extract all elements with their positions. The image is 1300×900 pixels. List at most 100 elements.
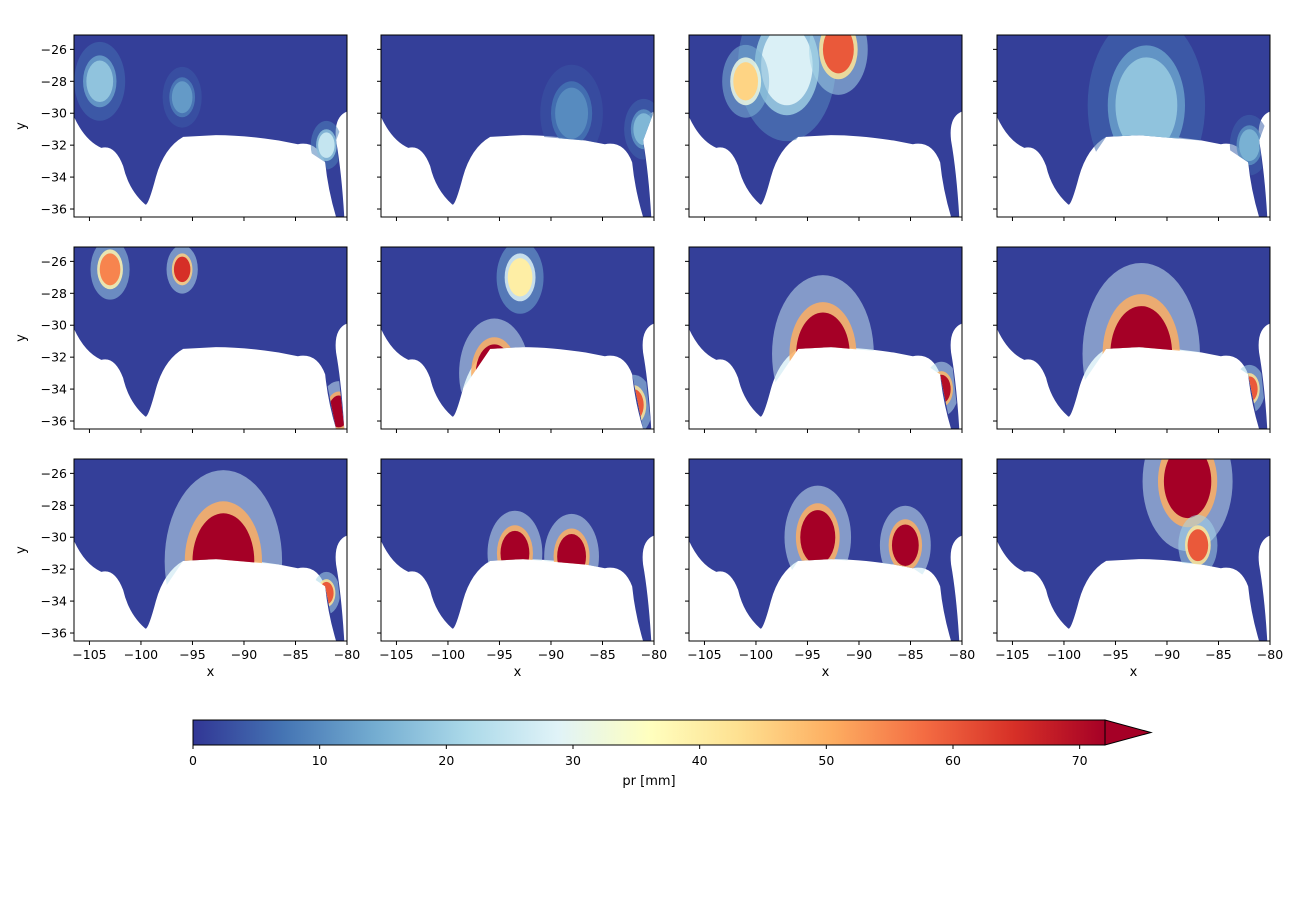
colorbar-tick-label: 30 xyxy=(565,753,581,768)
colorbar-extend-arrow xyxy=(1104,719,1153,746)
y-tick-label: −34 xyxy=(41,382,67,397)
panel-2 xyxy=(377,34,655,221)
colorbar-label: pr [mm] xyxy=(622,774,675,789)
precip-field xyxy=(74,35,347,217)
y-tick-label: −30 xyxy=(41,318,67,333)
x-tick-label: −105 xyxy=(72,647,106,662)
x-tick-label: −105 xyxy=(687,647,721,662)
y-tick-label: −28 xyxy=(41,74,67,89)
panel-frame xyxy=(73,458,348,642)
x-tick-label: −80 xyxy=(641,647,667,662)
y-tick-label: −36 xyxy=(41,626,67,641)
y-tick-label: −26 xyxy=(41,42,67,57)
precip-cell xyxy=(99,253,121,286)
y-tick-label: −34 xyxy=(41,170,67,185)
x-tick-label: −80 xyxy=(334,647,360,662)
colorbar-tick-label: 40 xyxy=(692,753,708,768)
x-tick-label: −90 xyxy=(538,647,564,662)
colorbar-tick-label: 60 xyxy=(945,753,961,768)
precip-cell xyxy=(761,35,813,106)
precip-field xyxy=(689,35,962,217)
precip-field xyxy=(381,35,654,217)
x-tick-label: −85 xyxy=(589,647,615,662)
y-tick-label: −36 xyxy=(41,202,67,217)
precip-field xyxy=(74,247,347,429)
y-axis-label: y xyxy=(14,546,29,554)
precip-cell xyxy=(1187,529,1209,562)
x-tick-label: −105 xyxy=(379,647,413,662)
x-axis-label: x xyxy=(822,665,830,680)
precip-features xyxy=(90,247,347,429)
colorbar-frame xyxy=(192,719,1106,746)
precip-field xyxy=(689,459,962,641)
precip-cell xyxy=(891,524,919,566)
y-tick-label: −28 xyxy=(41,498,67,513)
precip-cell xyxy=(822,35,854,74)
y-tick-label: −32 xyxy=(41,562,67,577)
x-tick-label: −100 xyxy=(431,647,465,662)
panel-12: −105 −100 −95 −90 −85 −80 x xyxy=(993,458,1283,680)
panel-frame xyxy=(73,34,348,218)
panel-frame xyxy=(688,34,963,218)
panel-9: −26 −28 −30 −32 −34 −36 −105 −100 −95 −90 −85 −80 x y xyxy=(14,458,360,680)
panels-grid: −26 −28 −30 −32 −34 −36 y −26 −28 −30 −32 −34 −36 y −2… xyxy=(14,34,1283,680)
precip-field xyxy=(997,459,1270,641)
panel-frame xyxy=(996,246,1271,430)
panel-frame xyxy=(996,34,1271,218)
precip-features xyxy=(1142,459,1233,576)
precip-cell xyxy=(1241,376,1258,402)
y-axis-label: y xyxy=(14,122,29,130)
panel-10: −105 −100 −95 −90 −85 −80 x xyxy=(377,458,667,680)
panel-7 xyxy=(685,246,963,433)
precip-field xyxy=(74,459,347,641)
precip-cell xyxy=(1115,57,1178,154)
panel-4 xyxy=(993,34,1271,221)
panel-frame xyxy=(380,458,655,642)
precip-cell xyxy=(1163,459,1212,519)
x-tick-label: −100 xyxy=(124,647,158,662)
panel-6 xyxy=(377,246,655,433)
y-tick-label: −26 xyxy=(41,466,67,481)
precip-cell xyxy=(500,530,530,576)
colorbar-tick-label: 70 xyxy=(1072,753,1088,768)
x-tick-label: −90 xyxy=(231,647,257,662)
panel-frame xyxy=(380,34,655,218)
precip-cell xyxy=(507,258,533,297)
y-tick-label: −34 xyxy=(41,594,67,609)
y-axis-label: y xyxy=(14,334,29,342)
precip-cell xyxy=(796,312,850,396)
x-tick-label: −90 xyxy=(846,647,872,662)
x-tick-label: −80 xyxy=(1257,647,1283,662)
panel-frame xyxy=(688,458,963,642)
x-tick-label: −95 xyxy=(486,647,512,662)
y-tick-label: −28 xyxy=(41,286,67,301)
precip-field xyxy=(997,35,1270,217)
panel-11: −105 −100 −95 −90 −85 −80 x xyxy=(685,458,975,680)
precip-field xyxy=(689,247,962,429)
colorbar-tick-label: 20 xyxy=(438,753,454,768)
precip-cell xyxy=(192,513,255,610)
x-tick-label: −100 xyxy=(739,647,773,662)
y-tick-label: −32 xyxy=(41,138,67,153)
precip-cell xyxy=(1110,306,1173,402)
colorbar: 0 10 20 30 40 50 60 70 pr [mm] xyxy=(189,719,1153,789)
panel-3 xyxy=(685,34,963,221)
panel-8 xyxy=(993,246,1271,433)
x-tick-label: −85 xyxy=(282,647,308,662)
y-tick-label: −30 xyxy=(41,106,67,121)
x-axis-label: x xyxy=(207,665,215,680)
x-tick-label: −105 xyxy=(995,647,1029,662)
colorbar-tick-label: 50 xyxy=(818,753,834,768)
x-tick-label: −80 xyxy=(949,647,975,662)
colorbar-tick-label: 0 xyxy=(189,753,197,768)
colorbar-gradient xyxy=(193,720,1105,745)
precip-cell xyxy=(800,510,836,565)
y-tick-label: −30 xyxy=(41,530,67,545)
precip-cell xyxy=(932,374,951,404)
precip-cell xyxy=(86,60,114,103)
panel-frame xyxy=(996,458,1271,642)
precip-cell xyxy=(733,62,759,101)
precip-cell xyxy=(557,534,587,579)
panel-frame xyxy=(380,246,655,430)
precip-features xyxy=(722,35,868,142)
